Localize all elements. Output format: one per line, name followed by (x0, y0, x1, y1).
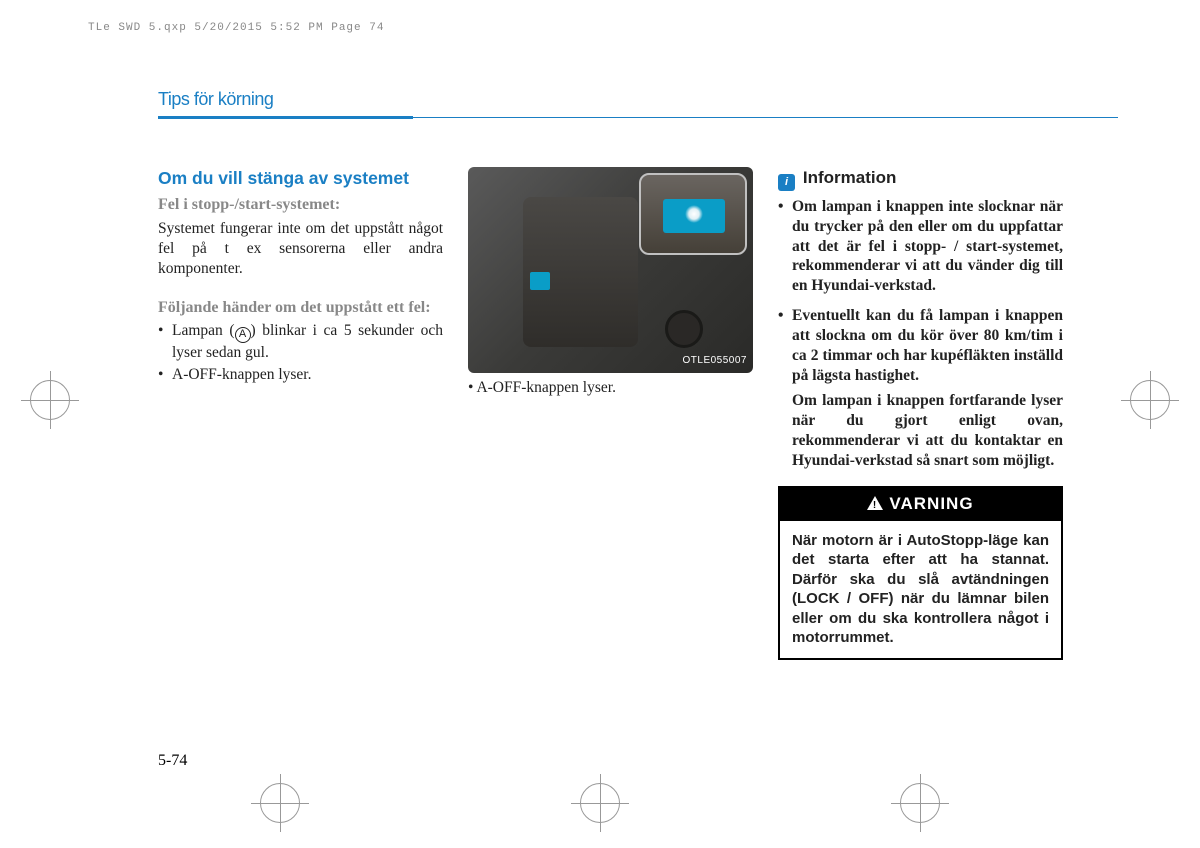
column-right: i Information • Om lampan i knappen inte… (778, 167, 1063, 660)
bullet-item: • Eventuellt kan du få lampan i knappen … (778, 306, 1063, 471)
bullet-marker: • (158, 321, 172, 363)
bullet-item: • Om lampan i knappen inte slocknar när … (778, 197, 1063, 296)
page-content: Tips för körning Om du vill stänga av sy… (90, 62, 1110, 788)
registration-mark (260, 783, 300, 823)
bullet-text: Eventuellt kan du få lampan i knappen at… (792, 306, 1063, 471)
warning-body: När motorn är i AutoStopp-läge kan det s… (780, 521, 1061, 658)
bullet-item: • Lampan (A) blinkar i ca 5 sekunder och… (158, 321, 443, 363)
svg-text:!: ! (873, 500, 877, 510)
warning-box: ! VARNING När motorn är i AutoStopp-läge… (778, 486, 1063, 660)
column-left: Om du vill stänga av systemet Fel i stop… (158, 167, 443, 660)
bullet-item: • A-OFF-knappen lyser. (158, 365, 443, 385)
content-columns: Om du vill stänga av systemet Fel i stop… (90, 167, 1110, 660)
paragraph: Systemet fungerar inte om det uppstått n… (158, 219, 443, 278)
bullet-text: Om lampan i knappen inte slocknar när du… (792, 197, 1063, 296)
info-list: • Om lampan i knappen inte slocknar när … (778, 197, 1063, 471)
information-header: i Information (778, 167, 1063, 191)
circle-a-icon: A (235, 327, 251, 343)
bullet-text: A-OFF-knappen lyser. (172, 365, 443, 385)
bullet-text: Lampan (A) blinkar i ca 5 sekunder och l… (172, 321, 443, 363)
warning-triangle-icon: ! (867, 494, 883, 516)
a-off-button-illustration (663, 199, 725, 233)
figure-callout (639, 173, 747, 255)
bullet-marker: • (158, 365, 172, 385)
column-middle: OTLE055007 • A-OFF-knappen lyser. (468, 167, 753, 660)
figure-image: OTLE055007 (468, 167, 753, 373)
registration-mark (580, 783, 620, 823)
bullet-marker: • (778, 306, 792, 471)
page-number: 5-74 (158, 752, 187, 770)
subheading: Följande händer om det uppstått ett fel: (158, 298, 443, 318)
section-title: Tips för körning (158, 89, 1110, 110)
figure-caption: • A-OFF-knappen lyser. (468, 378, 753, 398)
header-divider (158, 116, 1118, 119)
info-icon: i (778, 174, 795, 191)
registration-mark (30, 380, 70, 420)
registration-mark (1130, 380, 1170, 420)
figure-reference: OTLE055007 (683, 355, 748, 368)
info-title: Information (803, 168, 897, 187)
registration-mark (900, 783, 940, 823)
subheading: Fel i stopp-/start-systemet: (158, 195, 443, 215)
heading-main: Om du vill stänga av systemet (158, 167, 443, 189)
bullet-marker: • (778, 197, 792, 296)
warning-header: ! VARNING (780, 488, 1061, 521)
print-metadata: TLe SWD 5.qxp 5/20/2015 5:52 PM Page 74 (88, 22, 384, 34)
